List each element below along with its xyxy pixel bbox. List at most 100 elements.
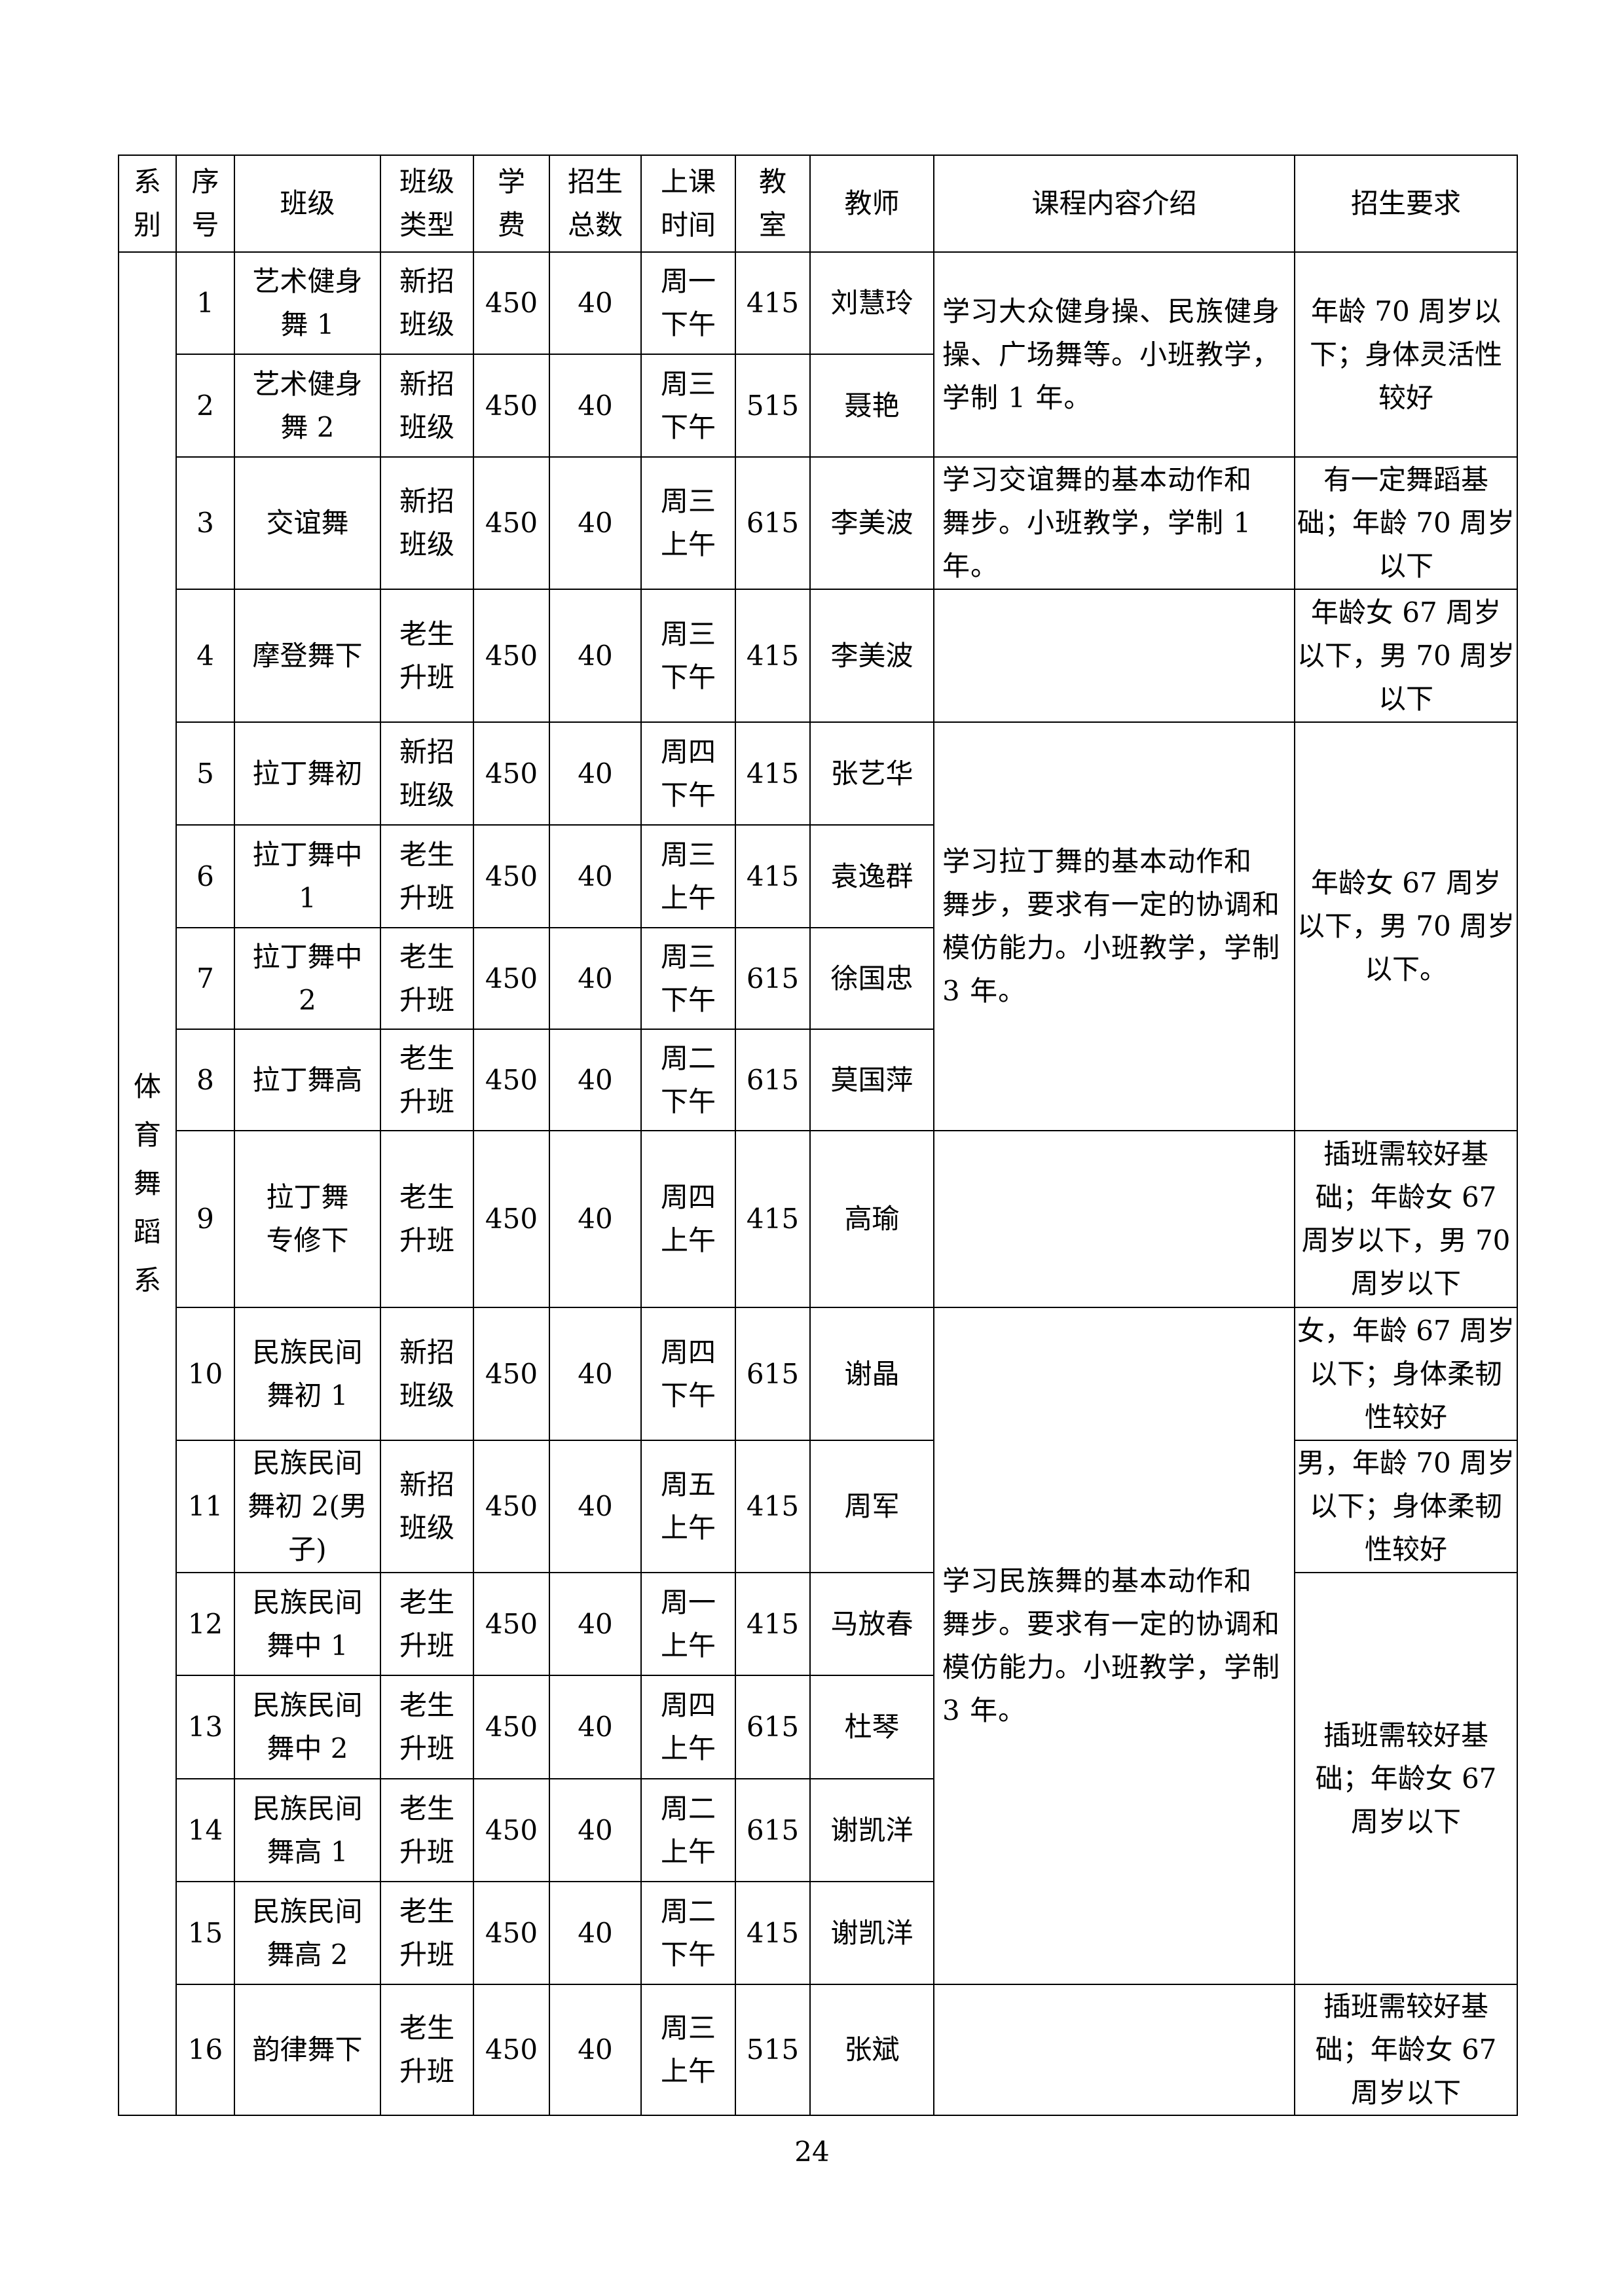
table-row: 14 民族民间 舞高 1 老生 升班 450 40 周二 上午 615 谢凯洋	[119, 1778, 1517, 1882]
header-department: 系 别	[118, 155, 177, 253]
cell-class: 民族民间 舞初 2(男 子)	[234, 1440, 381, 1573]
cell-type: 新招 班级	[380, 354, 474, 458]
cell-type: 老生 升班	[380, 824, 474, 928]
cell-course-intro: 学习民族舞的基本动作和 舞步。要求有一定的协调和 模仿能力。小班教学，学制 3 …	[933, 1307, 1295, 1985]
cell-seq: 13	[175, 1675, 235, 1779]
cell-fee: 450	[473, 1307, 550, 1441]
cell-course-intro	[933, 1984, 1295, 2116]
cell-class: 拉丁舞 专修下	[234, 1130, 381, 1308]
cell-room: 615	[735, 456, 811, 590]
table-row: 6 拉丁舞中 1 老生 升班 450 40 周三 上午 415 袁逸群	[119, 824, 1517, 928]
cell-time: 周四 下午	[640, 721, 736, 826]
cell-quota: 40	[549, 1778, 642, 1882]
cell-time: 周二 上午	[640, 1778, 736, 1882]
cell-room: 415	[735, 251, 811, 355]
cell-fee: 450	[473, 589, 550, 723]
cell-class: 交谊舞	[234, 456, 381, 590]
cell-time: 周四 上午	[640, 1130, 736, 1308]
cell-course-intro	[933, 1130, 1295, 1308]
cell-fee: 450	[473, 1029, 550, 1131]
table-row: 16 韵律舞下 老生 升班 450 40 周三 上午 515 张斌 插班需较好基 础；年龄女 6…	[119, 1984, 1518, 2116]
header-class-type: 班级 类型	[380, 155, 474, 253]
cell-seq: 6	[175, 824, 235, 928]
header-teacher: 教师	[809, 155, 934, 253]
cell-fee: 450	[473, 1984, 550, 2116]
header-schedule: 上课 时间	[640, 155, 736, 253]
cell-seq: 8	[175, 1029, 235, 1131]
cell-fee: 450	[473, 927, 550, 1030]
cell-time: 周三 上午	[640, 456, 736, 590]
cell-type: 新招 班级	[380, 1307, 474, 1441]
cell-type: 新招 班级	[380, 721, 474, 826]
table-row: 15 民族民间 舞高 2 老生 升班 450 40 周二 下午 415 谢凯洋	[119, 1881, 1517, 1985]
cell-fee: 450	[473, 251, 550, 355]
cell-time: 周三 上午	[640, 824, 736, 928]
cell-time: 周一 上午	[640, 1572, 736, 1676]
cell-teacher: 谢晶	[809, 1307, 934, 1441]
cell-quota: 40	[549, 721, 642, 826]
cell-quota: 40	[549, 1675, 642, 1779]
header-fee: 学 费	[473, 155, 550, 253]
table-row: 9 拉丁舞 专修下 老生 升班 450 40 周四 上午 415 高瑜 插班需较好基 础；年龄女…	[119, 1130, 1518, 1308]
cell-room: 615	[735, 1778, 811, 1882]
cell-type: 老生 升班	[380, 1984, 474, 2116]
cell-time: 周三 下午	[640, 589, 736, 723]
cell-room: 415	[735, 1440, 811, 1573]
cell-type: 老生 升班	[380, 589, 474, 723]
cell-seq: 12	[175, 1572, 235, 1676]
header-room: 教 室	[735, 155, 811, 253]
cell-seq: 3	[175, 456, 235, 590]
cell-teacher: 谢凯洋	[809, 1778, 934, 1882]
cell-teacher: 徐国忠	[809, 927, 934, 1030]
cell-quota: 40	[549, 927, 642, 1030]
cell-time: 周一 下午	[640, 251, 736, 355]
cell-type: 新招 班级	[380, 251, 474, 355]
cell-type: 新招 班级	[380, 456, 474, 590]
cell-fee: 450	[473, 1130, 550, 1308]
cell-room: 515	[735, 1984, 811, 2116]
cell-quota: 40	[549, 456, 642, 590]
cell-quota: 40	[549, 1572, 642, 1676]
cell-time: 周四 上午	[640, 1675, 736, 1779]
cell-class: 拉丁舞中 1	[234, 824, 381, 928]
cell-time: 周二 下午	[640, 1029, 736, 1131]
cell-requirements: 年龄 70 周岁以 下；身体灵活性 较好	[1294, 251, 1518, 458]
cell-teacher: 袁逸群	[809, 824, 934, 928]
cell-seq: 15	[175, 1881, 235, 1985]
cell-quota: 40	[549, 1307, 642, 1441]
table-row: 3 交谊舞 新招 班级 450 40 周三 上午 615 李美波 学习交谊舞的基本动作和 舞步。…	[119, 456, 1518, 590]
page-number: 24	[794, 2136, 830, 2168]
cell-course-intro: 学习交谊舞的基本动作和 舞步。小班教学，学制 1 年。	[933, 456, 1295, 590]
cell-room: 415	[735, 1130, 811, 1308]
cell-class: 拉丁舞中 2	[234, 927, 381, 1030]
cell-class: 摩登舞下	[234, 589, 381, 723]
cell-type: 老生 升班	[380, 1572, 474, 1676]
cell-quota: 40	[549, 251, 642, 355]
cell-seq: 16	[175, 1984, 235, 2116]
table-row: 5 拉丁舞初 新招 班级 450 40 周四 下午 415 张艺华 学习拉丁舞的基本动作和 舞步…	[119, 721, 1518, 1131]
table-row: 11 民族民间 舞初 2(男 子) 新招 班级 450 40 周五 上午 415 周军 男，年龄…	[119, 1440, 1518, 1573]
cell-room: 615	[735, 927, 811, 1030]
cell-type: 老生 升班	[380, 1675, 474, 1779]
cell-quota: 40	[549, 1984, 642, 2116]
cell-fee: 450	[473, 721, 550, 826]
cell-teacher: 莫国萍	[809, 1029, 934, 1131]
cell-type: 老生 升班	[380, 1881, 474, 1985]
header-seq: 序 号	[175, 155, 235, 253]
cell-class: 民族民间 舞初 1	[234, 1307, 381, 1441]
cell-teacher: 张艺华	[809, 721, 934, 826]
header-course-intro: 课程内容介绍	[933, 155, 1295, 253]
cell-time: 周三 下午	[640, 927, 736, 1030]
table-row: 4 摩登舞下 老生 升班 450 40 周三 下午 415 李美波 年龄女 67 周岁 以下，男…	[119, 589, 1518, 723]
cell-teacher: 谢凯洋	[809, 1881, 934, 1985]
cell-fee: 450	[473, 456, 550, 590]
cell-fee: 450	[473, 824, 550, 928]
cell-quota: 40	[549, 1130, 642, 1308]
cell-requirements: 插班需较好基 础；年龄女 67 周岁以下	[1294, 1984, 1518, 2116]
table-row: 体 育 舞 蹈 系 1 艺术健身 舞 1 新招 班级 450 40 周一 下午 415 刘慧玲学…	[118, 251, 1518, 2116]
cell-room: 415	[735, 589, 811, 723]
cell-requirements: 年龄女 67 周岁 以下，男 70 周岁 以下。	[1294, 721, 1518, 1131]
header-row: 系 别序 号班级 班级 类型学 费招生 总数 上课 时间教 室教师 课程内容介绍 招生要…	[118, 155, 1518, 253]
cell-room: 615	[735, 1029, 811, 1131]
cell-requirements: 有一定舞蹈基 础；年龄 70 周岁 以下	[1294, 456, 1518, 590]
